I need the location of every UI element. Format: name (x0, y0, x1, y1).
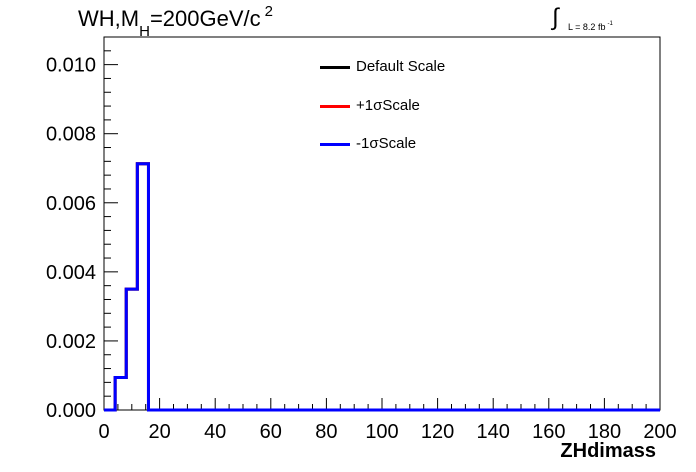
legend-item-default: Default Scale (312, 54, 462, 93)
series-line-2 (104, 164, 660, 410)
x-axis: 0 20 40 60 80 100 120 140 160 180 200 (98, 398, 676, 443)
luminosity-unit-sup: -1 (607, 21, 612, 27)
legend: Default Scale +1σScale -1σScale (312, 54, 462, 170)
y-tick-label: 0.008 (46, 124, 96, 146)
histogram-series (104, 164, 660, 410)
y-tick-label: 0.000 (46, 400, 96, 422)
y-tick-label: 0.006 (46, 193, 96, 215)
y-tick-label: 0.010 (46, 55, 96, 77)
x-tick-label: 60 (260, 421, 282, 443)
legend-swatch-plus1sigma (320, 105, 350, 108)
chart-title: WH,MH=200GeV/c 2 (78, 6, 273, 32)
x-tick-label: 80 (315, 421, 337, 443)
title-rest: =200GeV/c (150, 6, 261, 31)
title-superscript: 2 (265, 3, 273, 20)
title-main: WH,M (78, 6, 139, 31)
legend-label-default: Default Scale (356, 58, 445, 75)
luminosity-value: L = 8.2 fb (568, 22, 605, 32)
y-axis: 0.000 0.002 0.004 0.006 0.008 0.010 (46, 37, 118, 422)
legend-swatch-default (320, 66, 350, 69)
y-tick-label: 0.002 (46, 331, 96, 353)
title-subscript: H (139, 23, 150, 40)
series-line-1 (104, 164, 660, 410)
x-tick-label: 120 (421, 421, 454, 443)
x-tick-label: 0 (98, 421, 109, 443)
legend-item-minus1sigma: -1σScale (312, 131, 462, 170)
luminosity-text: L = 8.2 fb -1 (568, 22, 613, 32)
legend-label-plus1sigma: +1σScale (356, 97, 420, 114)
x-tick-label: 140 (477, 421, 510, 443)
x-tick-label: 20 (148, 421, 170, 443)
x-tick-label: 40 (204, 421, 226, 443)
legend-swatch-minus1sigma (320, 143, 350, 146)
x-axis-label: ZHdimass (560, 440, 656, 463)
legend-item-plus1sigma: +1σScale (312, 93, 462, 132)
y-tick-label: 0.004 (46, 262, 96, 284)
legend-label-minus1sigma: -1σScale (356, 135, 416, 152)
series-line-0 (104, 164, 660, 410)
x-tick-label: 100 (365, 421, 398, 443)
integral-sign-icon: ∫ (552, 4, 559, 32)
